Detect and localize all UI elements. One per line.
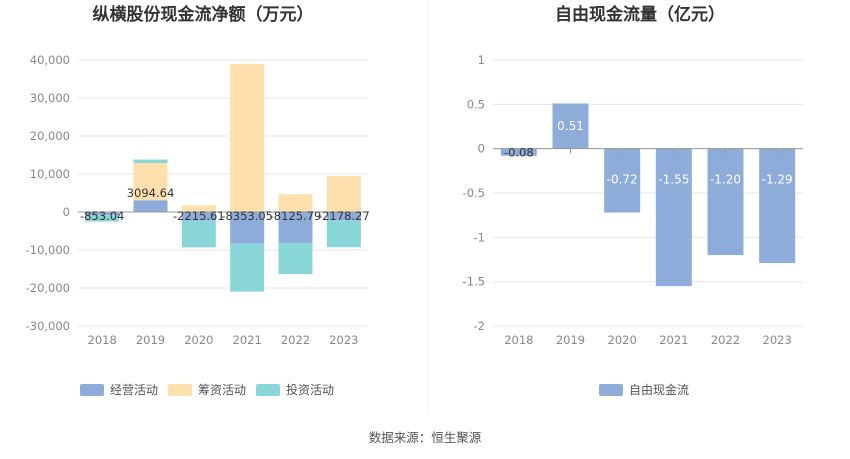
y-tick-label: -0.5: [463, 186, 485, 200]
y-tick-label: 10,000: [30, 167, 70, 181]
legend-label: 经营活动: [110, 383, 158, 397]
y-tick-label: -10,000: [26, 243, 70, 257]
bar-investing-2018: [85, 215, 120, 222]
x-tick-label: 2021: [659, 333, 688, 347]
bar-financing-2021: [230, 63, 265, 212]
right-legend: 自由现金流: [599, 382, 689, 397]
x-tick-label: 2018: [88, 333, 117, 347]
data-label: -0.72: [607, 173, 638, 187]
bar-free-cash-flow-2022: [707, 148, 744, 256]
x-tick-label: 2019: [556, 333, 585, 347]
bar-financing-2020: [181, 205, 216, 212]
x-tick-label: 2018: [504, 333, 533, 347]
legend-swatch: [168, 384, 192, 396]
data-label: -1.29: [762, 173, 793, 187]
data-source: 数据来源：恒生聚源: [369, 430, 482, 445]
left-legend: 经营活动 筹资活动 投资活动: [80, 382, 334, 397]
bar-financing-2019: [133, 163, 168, 201]
y-tick-label: 0: [63, 205, 70, 219]
legend-swatch: [599, 384, 623, 396]
x-tick-label: 2019: [136, 333, 165, 347]
y-tick-label: 0: [478, 142, 485, 156]
chart-title-left: 纵横股份现金流净额（万元）: [93, 4, 314, 25]
y-tick-label: -20,000: [26, 281, 70, 295]
data-label: -1.20: [710, 173, 741, 187]
bar-operating-2023: [326, 212, 361, 221]
data-label: -2178.27: [318, 209, 370, 223]
bar-investing-2021: [230, 243, 265, 292]
y-tick-label: 40,000: [30, 53, 70, 67]
bar-operating-2018: [85, 212, 120, 216]
bar-operating-2022: [278, 212, 313, 243]
bar-financing-2022: [278, 194, 313, 212]
bar-investing-2023: [326, 220, 361, 248]
chart-title-right: 自由现金流量（亿元）: [555, 4, 725, 25]
data-label: -1.55: [658, 173, 689, 187]
bar-free-cash-flow-2021: [655, 148, 692, 287]
y-tick-label: -1.5: [463, 275, 485, 289]
y-tick-label: -30,000: [26, 319, 70, 333]
legend-label: 投资活动: [286, 382, 334, 397]
legend-label: 筹资活动: [198, 383, 246, 397]
x-tick-label: 2022: [711, 333, 740, 347]
x-tick-label: 2020: [184, 333, 213, 347]
data-label: -8353.05: [221, 209, 273, 223]
x-tick-label: 2023: [329, 333, 358, 347]
y-tick-label: 20,000: [30, 129, 70, 143]
bar-free-cash-flow-2023: [759, 148, 796, 264]
legend-swatch: [256, 384, 280, 396]
bar-operating-2020: [181, 212, 216, 221]
bar-investing-2019: [133, 159, 168, 164]
x-tick-label: 2023: [763, 333, 792, 347]
data-label: 0.51: [557, 119, 584, 133]
bar-financing-2023: [326, 175, 361, 212]
data-label: -2215.61: [173, 209, 225, 223]
data-label: 3094.64: [127, 186, 175, 200]
y-tick-label: 0.5: [467, 97, 485, 111]
y-tick-label: 1: [478, 53, 485, 67]
y-tick-label: -2: [474, 319, 485, 333]
x-tick-label: 2022: [281, 333, 310, 347]
data-label: -853.04: [80, 209, 124, 223]
bar-operating-2019: [133, 200, 168, 212]
right-plot-area: 1 0.5 0 -0.5 -1 -1.5 -2 2018 2019 2020 2021 2022 202…: [463, 53, 803, 347]
bar-free-cash-flow-2020: [604, 148, 641, 213]
bar-free-cash-flow-2019: [552, 103, 589, 149]
x-tick-label: 2020: [608, 333, 637, 347]
data-label: -0.08: [504, 146, 534, 160]
left-plot-area: 40,000 30,000 20,000 10,000 0 -10,000 -20,000 -…: [26, 53, 370, 347]
data-label: -8125.79: [270, 209, 322, 223]
legend-label: 自由现金流: [629, 382, 689, 397]
bar-operating-2021: [230, 212, 265, 244]
x-tick-label: 2021: [233, 333, 262, 347]
bar-investing-2020: [181, 220, 216, 248]
y-tick-label: -1: [474, 230, 485, 244]
y-tick-label: 30,000: [30, 91, 70, 105]
bar-investing-2022: [278, 242, 313, 275]
legend-swatch: [80, 384, 104, 396]
